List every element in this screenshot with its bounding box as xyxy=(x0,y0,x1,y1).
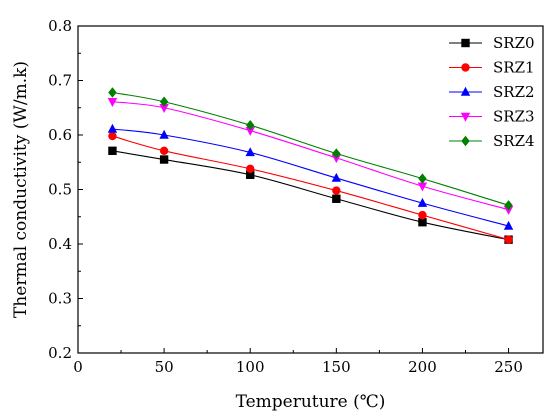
data-point xyxy=(246,119,255,131)
x-tick-label: 50 xyxy=(155,358,174,376)
x-tick-label: 150 xyxy=(322,358,351,376)
legend-marker xyxy=(461,38,470,48)
legend-item-srz1: SRZ1 xyxy=(449,59,535,77)
data-point xyxy=(159,155,169,164)
data-point xyxy=(108,131,117,141)
series-srz2 xyxy=(107,123,514,230)
legend-marker xyxy=(460,86,471,96)
x-axis-label: Temperuture (℃) xyxy=(236,392,386,412)
data-point xyxy=(504,200,513,211)
legend-label: SRZ0 xyxy=(493,34,535,52)
data-point xyxy=(159,104,169,113)
data-point xyxy=(417,197,428,207)
legend-item-srz4: SRZ4 xyxy=(449,132,535,150)
y-axis-label: Thermal conductivity (W/m.k) xyxy=(11,61,31,318)
data-point xyxy=(417,182,428,192)
legend-label: SRZ2 xyxy=(493,83,535,101)
x-tick-label: 250 xyxy=(494,358,523,376)
legend-label: SRZ4 xyxy=(493,132,535,150)
y-tick-label: 0.3 xyxy=(48,290,72,308)
y-tick-label: 0.5 xyxy=(48,181,72,199)
legend-marker xyxy=(461,135,470,147)
data-point xyxy=(418,218,427,227)
series-line xyxy=(112,150,509,241)
series-line xyxy=(112,135,509,241)
series-srz3 xyxy=(107,98,514,215)
data-point xyxy=(332,186,341,195)
y-tick-label: 0.7 xyxy=(48,72,72,90)
legend-item-srz3: SRZ3 xyxy=(449,108,535,126)
data-point xyxy=(332,148,341,159)
data-point xyxy=(159,146,169,156)
data-point xyxy=(159,129,169,139)
series-layer xyxy=(107,87,514,244)
x-tick-label: 200 xyxy=(408,358,437,376)
legend: SRZ0 SRZ1 SRZ2 SRZ3 SRZ4 xyxy=(449,34,535,150)
data-point xyxy=(246,164,255,173)
series-srz1 xyxy=(108,131,513,244)
y-tick-label: 0.4 xyxy=(48,235,72,253)
data-point xyxy=(331,172,342,182)
data-point xyxy=(418,210,427,220)
series-line xyxy=(112,101,509,211)
legend-marker xyxy=(460,112,471,122)
legend-label: SRZ3 xyxy=(493,108,535,126)
data-point xyxy=(107,123,118,133)
data-point xyxy=(245,147,255,157)
legend-item-srz0: SRZ0 xyxy=(449,34,535,52)
plot-frame xyxy=(77,25,544,354)
x-tick-label: 0 xyxy=(73,358,83,376)
y-tick-label: 0.8 xyxy=(48,17,72,35)
data-point xyxy=(246,170,255,179)
y-tick-label: 0.2 xyxy=(48,344,72,362)
data-point xyxy=(108,87,117,98)
x-tick-label: 100 xyxy=(236,358,265,376)
data-point xyxy=(332,194,341,203)
data-point xyxy=(108,146,117,156)
series-srz0 xyxy=(108,146,513,244)
series-srz4 xyxy=(108,87,513,211)
series-line xyxy=(112,128,509,227)
y-tick-label: 0.6 xyxy=(48,126,72,144)
data-point xyxy=(159,96,169,107)
data-point xyxy=(418,173,427,184)
data-point xyxy=(504,235,513,244)
data-point xyxy=(503,220,514,230)
y-axis: 0.2 0.3 0.4 0.5 0.6 0.7 0.8 xyxy=(48,17,83,362)
legend-label: SRZ1 xyxy=(493,59,535,77)
legend-marker xyxy=(461,63,470,72)
data-point xyxy=(245,126,255,136)
x-axis: 0 50 100 150 200 250 xyxy=(73,348,523,376)
plot-border xyxy=(77,25,544,354)
data-point xyxy=(107,98,118,107)
legend-item-srz2: SRZ2 xyxy=(449,83,535,101)
